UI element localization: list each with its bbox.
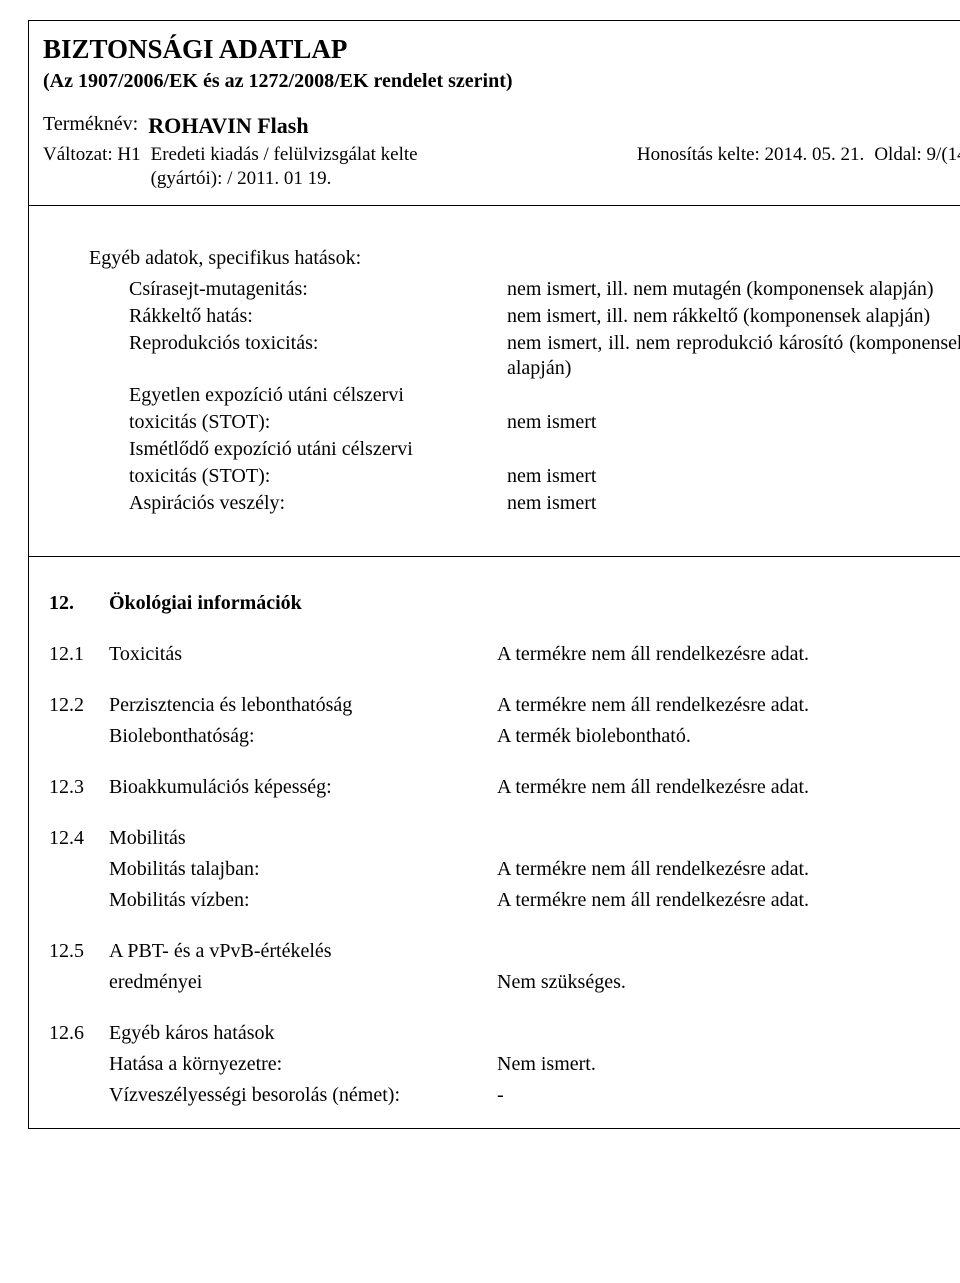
product-name: ROHAVIN Flash	[148, 112, 308, 140]
kv-key: Aspirációs veszély:	[129, 491, 507, 516]
kv-row: Egyetlen expozíció utáni célszervi	[129, 383, 960, 408]
s12-4a-label: Mobilitás talajban:	[109, 857, 497, 882]
effects-box: Egyéb adatok, specifikus hatások: Csíras…	[29, 206, 960, 557]
kv-key: Egyetlen expozíció utáni célszervi	[129, 383, 507, 408]
s12-5-val: Nem szükséges.	[497, 970, 960, 995]
s12-1-label: Toxicitás	[109, 642, 497, 667]
kv-key: Csírasejt-mutagenitás:	[129, 277, 507, 302]
s12-5-label2: eredményei	[109, 970, 497, 995]
s12-2b: Biolebonthatóság: A termék biolebontható…	[49, 724, 960, 749]
page-label: Oldal: 9/(14)	[864, 143, 960, 167]
s12-5: 12.5 A PBT- és a vPvB-értékelés	[49, 939, 960, 964]
kv-row: Aspirációs veszély: nem ismert	[129, 491, 960, 516]
s12-num: 12.	[49, 591, 109, 616]
product-label: Terméknév:	[43, 112, 138, 137]
issue-line2: (gyártói): / 2011. 01 19.	[151, 167, 865, 191]
s12-4-label: Mobilitás	[109, 826, 497, 851]
s12-6-label: Egyéb káros hatások	[109, 1021, 497, 1046]
s12-2: 12.2 Perzisztencia és lebonthatóság A te…	[49, 693, 960, 718]
document-frame: BIZTONSÁGI ADATLAP (Az 1907/2006/EK és a…	[28, 20, 960, 1129]
kv-row: toxicitás (STOT): nem ismert	[129, 464, 960, 489]
s12-4b-val: A termékre nem áll rendelkezésre adat.	[497, 888, 960, 913]
kv-key: Reprodukciós toxicitás:	[129, 331, 507, 356]
issue-info: Eredeti kiadás / felülvizsgálat kelte Ho…	[141, 143, 865, 191]
s12-1: 12.1 Toxicitás A termékre nem áll rendel…	[49, 642, 960, 667]
s12-6-num: 12.6	[49, 1021, 109, 1046]
kv-key: toxicitás (STOT):	[129, 410, 507, 435]
s12-2-val: A termékre nem áll rendelkezésre adat.	[497, 693, 960, 718]
s12-5-label1: A PBT- és a vPvB-értékelés	[109, 939, 497, 964]
product-row: Terméknév: ROHAVIN Flash	[43, 112, 960, 140]
s12-2b-label: Biolebonthatóság:	[109, 724, 497, 749]
issue-line1: Eredeti kiadás / felülvizsgálat kelte	[151, 143, 418, 167]
kv-val: nem ismert	[507, 410, 960, 435]
kv-row: Rákkeltő hatás: nem ismert, ill. nem rák…	[129, 304, 960, 329]
kv-key: Ismétlődő expozíció utáni célszervi	[129, 437, 507, 462]
s12-3: 12.3 Bioakkumulációs képesség: A termékr…	[49, 775, 960, 800]
kv-val: nem ismert, ill. nem mutagén (komponense…	[507, 277, 960, 302]
header-box: BIZTONSÁGI ADATLAP (Az 1907/2006/EK és a…	[29, 21, 960, 206]
kv-key: toxicitás (STOT):	[129, 464, 507, 489]
s12-3-num: 12.3	[49, 775, 109, 800]
kv-val: nem ismert, ill. nem rákkeltő (komponens…	[507, 304, 960, 329]
kv-val: nem ismert	[507, 491, 960, 516]
s12-6a-label: Hatása a környezetre:	[109, 1052, 497, 1077]
doc-title: BIZTONSÁGI ADATLAP	[43, 33, 960, 67]
effects-heading: Egyéb adatok, specifikus hatások:	[89, 246, 960, 271]
doc-subtitle: (Az 1907/2006/EK és az 1272/2008/EK rend…	[43, 69, 960, 94]
s12-3-val: A termékre nem áll rendelkezésre adat.	[497, 775, 960, 800]
s12-4: 12.4 Mobilitás	[49, 826, 960, 851]
s12-4-num: 12.4	[49, 826, 109, 851]
s12-title: Ökológiai információk	[109, 591, 497, 616]
s12-5b: eredményei Nem szükséges.	[49, 970, 960, 995]
s12-5-num: 12.5	[49, 939, 109, 964]
s12-4b: Mobilitás vízben: A termékre nem áll ren…	[49, 888, 960, 913]
s12-4a-val: A termékre nem áll rendelkezésre adat.	[497, 857, 960, 882]
s12-6b-val: -	[497, 1083, 960, 1108]
s12-2-num: 12.2	[49, 693, 109, 718]
s12-6b: Vízveszélyességi besorolás (német): -	[49, 1083, 960, 1108]
section-12-box: 12. Ökológiai információk 12.1 Toxicitás…	[29, 557, 960, 1128]
s12-3-label: Bioakkumulációs képesség:	[109, 775, 497, 800]
s12-6a-val: Nem ismert.	[497, 1052, 960, 1077]
s12-1-val: A termékre nem áll rendelkezésre adat.	[497, 642, 960, 667]
s12-1-num: 12.1	[49, 642, 109, 667]
effects-list: Csírasejt-mutagenitás: nem ismert, ill. …	[129, 277, 960, 516]
honositas: Honosítás kelte: 2014. 05. 21.	[617, 143, 864, 167]
variant-label: Változat: H1	[43, 143, 141, 167]
kv-val: nem ismert, ill. nem reprodukció károsít…	[507, 331, 960, 381]
s12-2b-val: A termék biolebontható.	[497, 724, 960, 749]
section-12-header: 12. Ökológiai információk	[49, 591, 960, 616]
meta-row: Változat: H1 Eredeti kiadás / felülvizsg…	[43, 143, 960, 191]
kv-row: toxicitás (STOT): nem ismert	[129, 410, 960, 435]
kv-key: Rákkeltő hatás:	[129, 304, 507, 329]
s12-4a: Mobilitás talajban: A termékre nem áll r…	[49, 857, 960, 882]
kv-row: Csírasejt-mutagenitás: nem ismert, ill. …	[129, 277, 960, 302]
s12-6b-label: Vízveszélyességi besorolás (német):	[109, 1083, 497, 1108]
kv-val: nem ismert	[507, 464, 960, 489]
s12-6: 12.6 Egyéb káros hatások	[49, 1021, 960, 1046]
s12-6a: Hatása a környezetre: Nem ismert.	[49, 1052, 960, 1077]
s12-4b-label: Mobilitás vízben:	[109, 888, 497, 913]
kv-row: Ismétlődő expozíció utáni célszervi	[129, 437, 960, 462]
s12-2-label: Perzisztencia és lebonthatóság	[109, 693, 497, 718]
kv-row: Reprodukciós toxicitás: nem ismert, ill.…	[129, 331, 960, 381]
